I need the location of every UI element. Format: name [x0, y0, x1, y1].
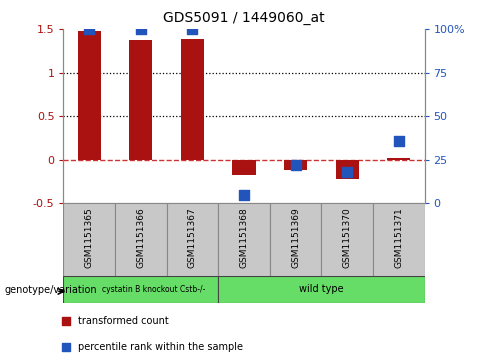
Bar: [181, 38, 204, 160]
Text: wild type: wild type: [299, 285, 344, 294]
Bar: [166, 203, 218, 276]
Text: GSM1151369: GSM1151369: [291, 207, 300, 268]
Text: percentile rank within the sample: percentile rank within the sample: [78, 342, 243, 352]
Point: [292, 162, 300, 168]
Text: GSM1151368: GSM1151368: [240, 207, 248, 268]
Bar: [387, 158, 410, 160]
Bar: [218, 203, 270, 276]
Bar: [232, 160, 256, 175]
Bar: [270, 203, 322, 276]
Point: [343, 169, 351, 175]
Bar: [129, 40, 152, 160]
Text: GSM1151366: GSM1151366: [136, 207, 145, 268]
Text: GSM1151367: GSM1151367: [188, 207, 197, 268]
Text: GSM1151370: GSM1151370: [343, 207, 352, 268]
Bar: [78, 31, 101, 160]
Bar: [336, 160, 359, 179]
Text: GSM1151371: GSM1151371: [394, 207, 403, 268]
Point: [240, 192, 248, 197]
Text: transformed count: transformed count: [78, 316, 169, 326]
Bar: [373, 203, 425, 276]
Point: [188, 26, 196, 32]
Text: genotype/variation: genotype/variation: [5, 285, 98, 295]
Bar: [63, 203, 115, 276]
Text: GSM1151365: GSM1151365: [85, 207, 94, 268]
Bar: [284, 160, 307, 170]
Point: [395, 138, 403, 143]
Point: [137, 26, 145, 32]
Bar: [218, 276, 425, 303]
Bar: [63, 276, 218, 303]
Text: cystatin B knockout Cstb-/-: cystatin B knockout Cstb-/-: [102, 285, 205, 294]
Title: GDS5091 / 1449060_at: GDS5091 / 1449060_at: [163, 11, 325, 25]
Bar: [115, 203, 166, 276]
Bar: [322, 203, 373, 276]
Point: [85, 26, 93, 32]
